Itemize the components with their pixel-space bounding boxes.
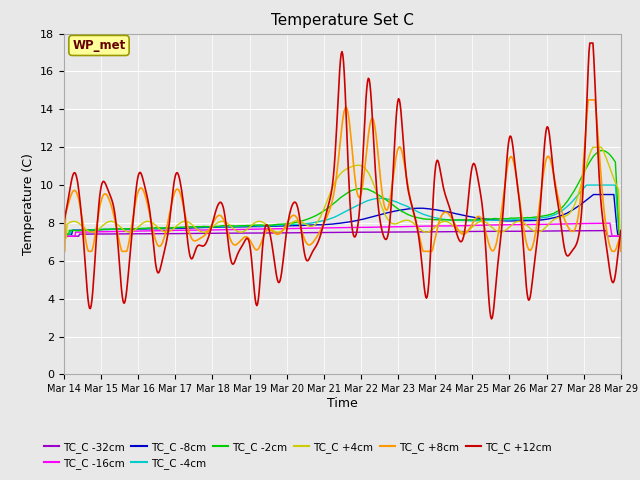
- TC_C +12cm: [70, 170, 78, 176]
- TC_C +4cm: [426, 228, 434, 234]
- TC_C -32cm: [60, 233, 68, 239]
- TC_C -32cm: [214, 230, 221, 236]
- TC_C +8cm: [127, 225, 135, 231]
- X-axis label: Time: Time: [327, 397, 358, 410]
- TC_C +4cm: [589, 144, 596, 150]
- TC_C +12cm: [617, 228, 625, 233]
- TC_C +4cm: [60, 235, 68, 241]
- TC_C +8cm: [617, 249, 625, 254]
- TC_C -4cm: [617, 231, 625, 237]
- TC_C +12cm: [127, 236, 135, 242]
- TC_C -16cm: [70, 233, 78, 239]
- TC_C -2cm: [214, 224, 221, 229]
- TC_C +8cm: [184, 225, 192, 230]
- TC_C -32cm: [617, 233, 625, 239]
- TC_C -2cm: [184, 224, 192, 229]
- TC_C -32cm: [410, 229, 418, 235]
- TC_C -4cm: [426, 214, 434, 219]
- Line: TC_C -16cm: TC_C -16cm: [64, 223, 621, 236]
- TC_C -8cm: [70, 228, 78, 233]
- TC_C -2cm: [127, 226, 135, 231]
- Title: Temperature Set C: Temperature Set C: [271, 13, 414, 28]
- TC_C +8cm: [60, 249, 68, 254]
- Line: TC_C +4cm: TC_C +4cm: [64, 147, 621, 238]
- TC_C +4cm: [70, 218, 78, 224]
- TC_C -16cm: [426, 223, 434, 229]
- TC_C -2cm: [60, 231, 68, 237]
- TC_C -16cm: [214, 227, 221, 233]
- TC_C -8cm: [214, 224, 221, 230]
- TC_C +4cm: [617, 235, 625, 241]
- Line: TC_C +12cm: TC_C +12cm: [64, 43, 621, 319]
- TC_C +4cm: [214, 220, 221, 226]
- Line: TC_C -2cm: TC_C -2cm: [64, 150, 621, 234]
- TC_C -16cm: [60, 233, 68, 239]
- TC_C -4cm: [410, 207, 418, 213]
- Text: WP_met: WP_met: [72, 39, 125, 52]
- TC_C -4cm: [70, 228, 78, 233]
- TC_C +8cm: [426, 249, 434, 254]
- TC_C +12cm: [60, 218, 68, 224]
- TC_C +8cm: [70, 188, 78, 193]
- TC_C -8cm: [184, 225, 192, 231]
- TC_C -8cm: [426, 206, 434, 212]
- TC_C -16cm: [184, 228, 192, 233]
- TC_C -16cm: [410, 224, 418, 229]
- TC_C +12cm: [586, 40, 594, 46]
- TC_C -2cm: [617, 231, 625, 237]
- TC_C +12cm: [426, 255, 434, 261]
- Line: TC_C -32cm: TC_C -32cm: [64, 230, 621, 236]
- TC_C -8cm: [590, 192, 598, 197]
- TC_C -8cm: [127, 226, 135, 232]
- TC_C -32cm: [426, 229, 434, 235]
- TC_C -2cm: [598, 147, 606, 153]
- TC_C -4cm: [184, 225, 192, 230]
- TC_C +12cm: [214, 204, 221, 209]
- Line: TC_C -4cm: TC_C -4cm: [64, 185, 621, 234]
- TC_C -4cm: [127, 226, 135, 232]
- TC_C +4cm: [127, 229, 135, 235]
- TC_C -16cm: [127, 228, 135, 234]
- TC_C -2cm: [70, 228, 78, 233]
- TC_C -8cm: [410, 205, 418, 211]
- Y-axis label: Temperature (C): Temperature (C): [22, 153, 35, 255]
- TC_C -8cm: [60, 231, 68, 237]
- TC_C -16cm: [617, 233, 625, 239]
- Line: TC_C +8cm: TC_C +8cm: [64, 100, 621, 252]
- TC_C -4cm: [583, 182, 591, 188]
- TC_C -2cm: [426, 216, 434, 222]
- Line: TC_C -8cm: TC_C -8cm: [64, 194, 621, 234]
- TC_C +12cm: [184, 240, 192, 246]
- Legend: TC_C -32cm, TC_C -16cm, TC_C -8cm, TC_C -4cm, TC_C -2cm, TC_C +4cm, TC_C +8cm, T: TC_C -32cm, TC_C -16cm, TC_C -8cm, TC_C …: [40, 438, 556, 473]
- TC_C +4cm: [410, 221, 418, 227]
- TC_C -32cm: [184, 230, 192, 236]
- TC_C +8cm: [584, 97, 592, 103]
- TC_C -2cm: [410, 214, 418, 220]
- TC_C -8cm: [617, 231, 625, 237]
- TC_C -32cm: [602, 228, 610, 233]
- TC_C -16cm: [606, 220, 614, 226]
- TC_C +8cm: [410, 212, 418, 218]
- TC_C +8cm: [214, 214, 221, 219]
- TC_C -4cm: [60, 231, 68, 237]
- TC_C +4cm: [184, 219, 192, 225]
- TC_C +12cm: [488, 316, 495, 322]
- TC_C -4cm: [214, 224, 221, 229]
- TC_C -32cm: [127, 231, 135, 237]
- TC_C +12cm: [410, 210, 418, 216]
- TC_C -32cm: [70, 233, 78, 239]
